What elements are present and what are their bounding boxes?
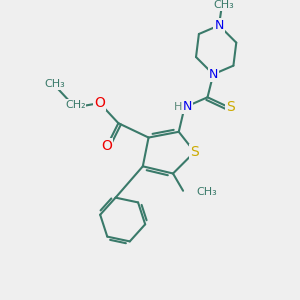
Text: CH₃: CH₃ [196, 187, 217, 197]
Text: N: N [208, 68, 218, 81]
Text: CH₃: CH₃ [45, 79, 65, 89]
Text: O: O [94, 96, 105, 110]
Text: O: O [101, 139, 112, 153]
Text: H: H [174, 102, 182, 112]
Text: CH₂: CH₂ [65, 100, 85, 110]
Text: S: S [190, 145, 199, 159]
Text: N: N [214, 19, 224, 32]
Text: CH₃: CH₃ [213, 0, 234, 10]
Text: N: N [183, 100, 192, 113]
Text: S: S [226, 100, 235, 114]
